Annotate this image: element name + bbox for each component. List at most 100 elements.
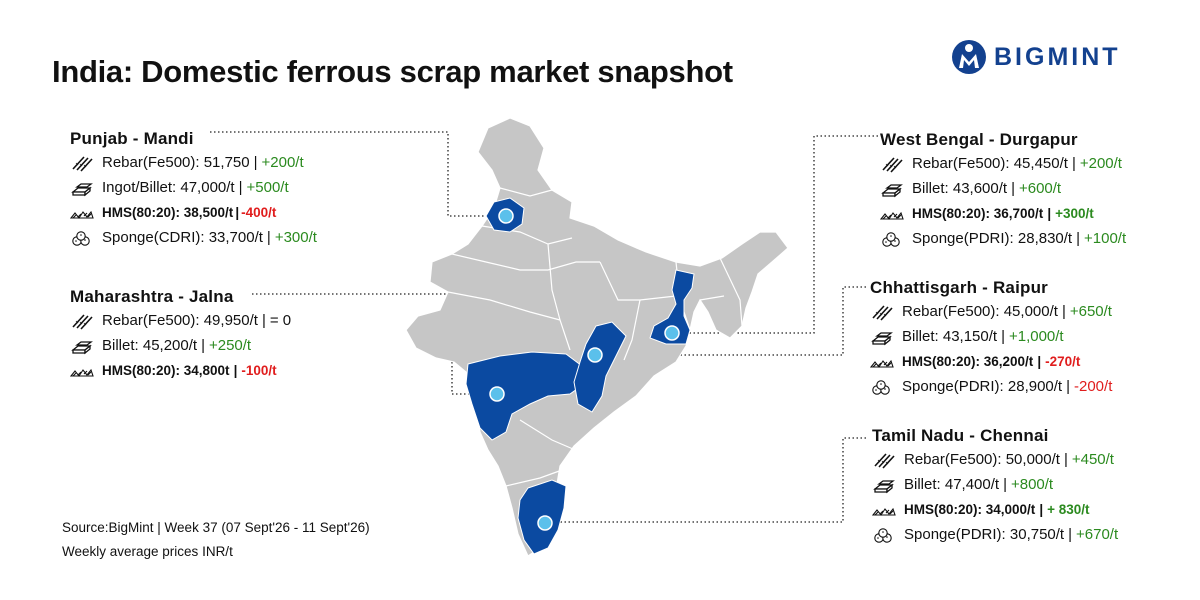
price-row: Ingot/Billet: 47,000/t | +500/t (70, 175, 317, 200)
ingot-icon (880, 180, 904, 198)
separator: | (1039, 502, 1044, 517)
price-rows: Rebar(Fe500): 45,450/t | +200/t Billet: 43,… (879, 151, 1126, 251)
ingot-icon (70, 179, 94, 197)
price-row: Sponge(CDRI): 33,700/t | +300/t (70, 225, 317, 250)
marker-jalna[interactable] (489, 386, 505, 402)
region-punjab: Punjab - Mandi Rebar(Fe500): 51,750 | +200… (69, 128, 317, 250)
separator: | (1071, 155, 1076, 172)
separator: | (1011, 180, 1015, 197)
price-change: +450/t (1071, 451, 1114, 468)
price-row: HMS(80:20): 36,700/t | +300/t (879, 201, 1126, 226)
separator: | (1068, 526, 1072, 543)
leader-line-chhattisgarh (595, 286, 866, 356)
region-title: Punjab - Mandi (70, 129, 194, 148)
leader-line-maharashtra (252, 293, 497, 395)
price-row: Sponge(PDRI): 30,750/t | +670/t (872, 522, 1118, 547)
price-change: +600/t (1018, 180, 1062, 197)
price-change: +100/t (1084, 230, 1127, 247)
city-markers (489, 208, 680, 531)
price-row: HMS(80:20): 36,200/t | -270/t (869, 349, 1112, 374)
leader-line-west-bengal (672, 135, 878, 334)
separator: | (1066, 378, 1070, 395)
separator: | (1063, 451, 1068, 468)
region-west-bengal: West Bengal - Durgapur Rebar(Fe500): 45,… (879, 129, 1126, 251)
rebar-icon (872, 451, 896, 469)
rebar-icon (880, 155, 904, 173)
price-label: HMS(80:20): 36,700/t (912, 206, 1044, 221)
page-title: India: Domestic ferrous scrap market sna… (52, 54, 733, 89)
separator: | (201, 337, 205, 354)
marker-mandi[interactable] (498, 208, 514, 224)
ingot-icon (870, 328, 894, 346)
separator: | (261, 312, 266, 329)
leader-line-punjab (210, 131, 503, 217)
price-row: Sponge(PDRI): 28,830/t | +100/t (880, 226, 1126, 251)
separator: | (238, 179, 243, 196)
brand-name: BIGMINT (994, 42, 1121, 71)
rebar-icon (70, 154, 94, 172)
separator: | (266, 229, 271, 246)
separator: | (253, 154, 258, 171)
separator: | (1037, 354, 1042, 369)
price-row: HMS(80:20): 34,000/t | + 830/t (871, 497, 1118, 522)
hms-scrap-icon (871, 501, 896, 519)
separator: | (235, 205, 240, 220)
rebar-icon (870, 303, 894, 321)
price-label: Sponge(PDRI): 28,830/t (912, 230, 1073, 247)
region-maharashtra: Maharashtra - Jalna Rebar(Fe500): 49,950… (69, 286, 292, 383)
price-label: Billet: 43,600/t (912, 180, 1008, 197)
price-change: +670/t (1076, 526, 1119, 543)
price-row: Sponge(PDRI): 28,900/t | -200/t (870, 374, 1112, 399)
separator: | (1061, 303, 1066, 320)
price-label: Rebar(Fe500): 51,750 (102, 154, 250, 171)
marker-chennai[interactable] (537, 515, 553, 531)
price-label: Billet: 47,400/t (904, 476, 1000, 493)
price-rows: Rebar(Fe500): 51,750 | +200/t Ingot/Billet:… (69, 150, 317, 250)
price-row: HMS(80:20): 38,500/t | -400/t (69, 200, 317, 225)
price-rows: Rebar(Fe500): 49,950/t | = 0 Billet: 45,200… (69, 308, 292, 383)
rebar-icon (70, 312, 94, 330)
price-label: Rebar(Fe500): 45,000/t (902, 303, 1058, 320)
price-change: -100/t (241, 363, 277, 378)
west-bengal-state (649, 269, 695, 345)
price-change: = 0 (269, 312, 292, 329)
price-change: +300/t (1055, 206, 1094, 221)
price-label: HMS(80:20): 36,200/t (902, 354, 1034, 369)
price-change: +250/t (208, 337, 252, 354)
bigmint-emblem-icon (952, 40, 986, 74)
price-label: Ingot/Billet: 47,000/t (102, 179, 235, 196)
price-change: +1,000/t (1008, 328, 1064, 345)
separator: | (1001, 328, 1005, 345)
marker-durgapur[interactable] (664, 325, 680, 341)
price-label: Billet: 43,150/t (902, 328, 998, 345)
sponge-iron-icon (870, 378, 894, 396)
price-row: Billet: 45,200/t | +250/t (70, 333, 291, 358)
price-label: Rebar(Fe500): 49,950/t (102, 312, 258, 329)
price-change: -400/t (241, 205, 277, 220)
sponge-iron-icon (880, 230, 904, 248)
price-change: +650/t (1069, 303, 1112, 320)
price-rows: Rebar(Fe500): 45,000/t | +650/t Billet: 43,… (869, 299, 1112, 399)
units-note: Weekly average prices INR/t (62, 544, 233, 559)
source-text: Source:BigMint | Week 37 (07 Sept'26 - 1… (62, 520, 370, 535)
maharashtra-state (465, 351, 585, 441)
marker-raipur[interactable] (587, 347, 603, 363)
chhattisgarh-state (573, 321, 627, 413)
price-rows: Rebar(Fe500): 50,000/t | +450/t Billet: 47,… (871, 447, 1118, 547)
price-row: Billet: 47,400/t | +800/t (872, 472, 1118, 497)
bigmint-logo: BIGMINT (950, 38, 1121, 76)
separator: | (1047, 206, 1052, 221)
price-row: Rebar(Fe500): 45,450/t | +200/t (880, 151, 1126, 176)
price-change: -270/t (1045, 354, 1081, 369)
hms-scrap-icon (869, 353, 894, 371)
separator: | (1003, 476, 1007, 493)
price-change: +200/t (1079, 155, 1122, 172)
source-note: Source:BigMint | Week 37 (07 Sept'26 - 1… (62, 516, 370, 564)
hms-scrap-icon (69, 204, 94, 222)
price-label: HMS(80:20): 34,800t (102, 363, 230, 378)
price-label: Rebar(Fe500): 50,000/t (904, 451, 1060, 468)
separator: | (233, 363, 238, 378)
price-label: Sponge(PDRI): 28,900/t (902, 378, 1063, 395)
price-row: Rebar(Fe500): 51,750 | +200/t (70, 150, 317, 175)
price-change: +800/t (1010, 476, 1054, 493)
